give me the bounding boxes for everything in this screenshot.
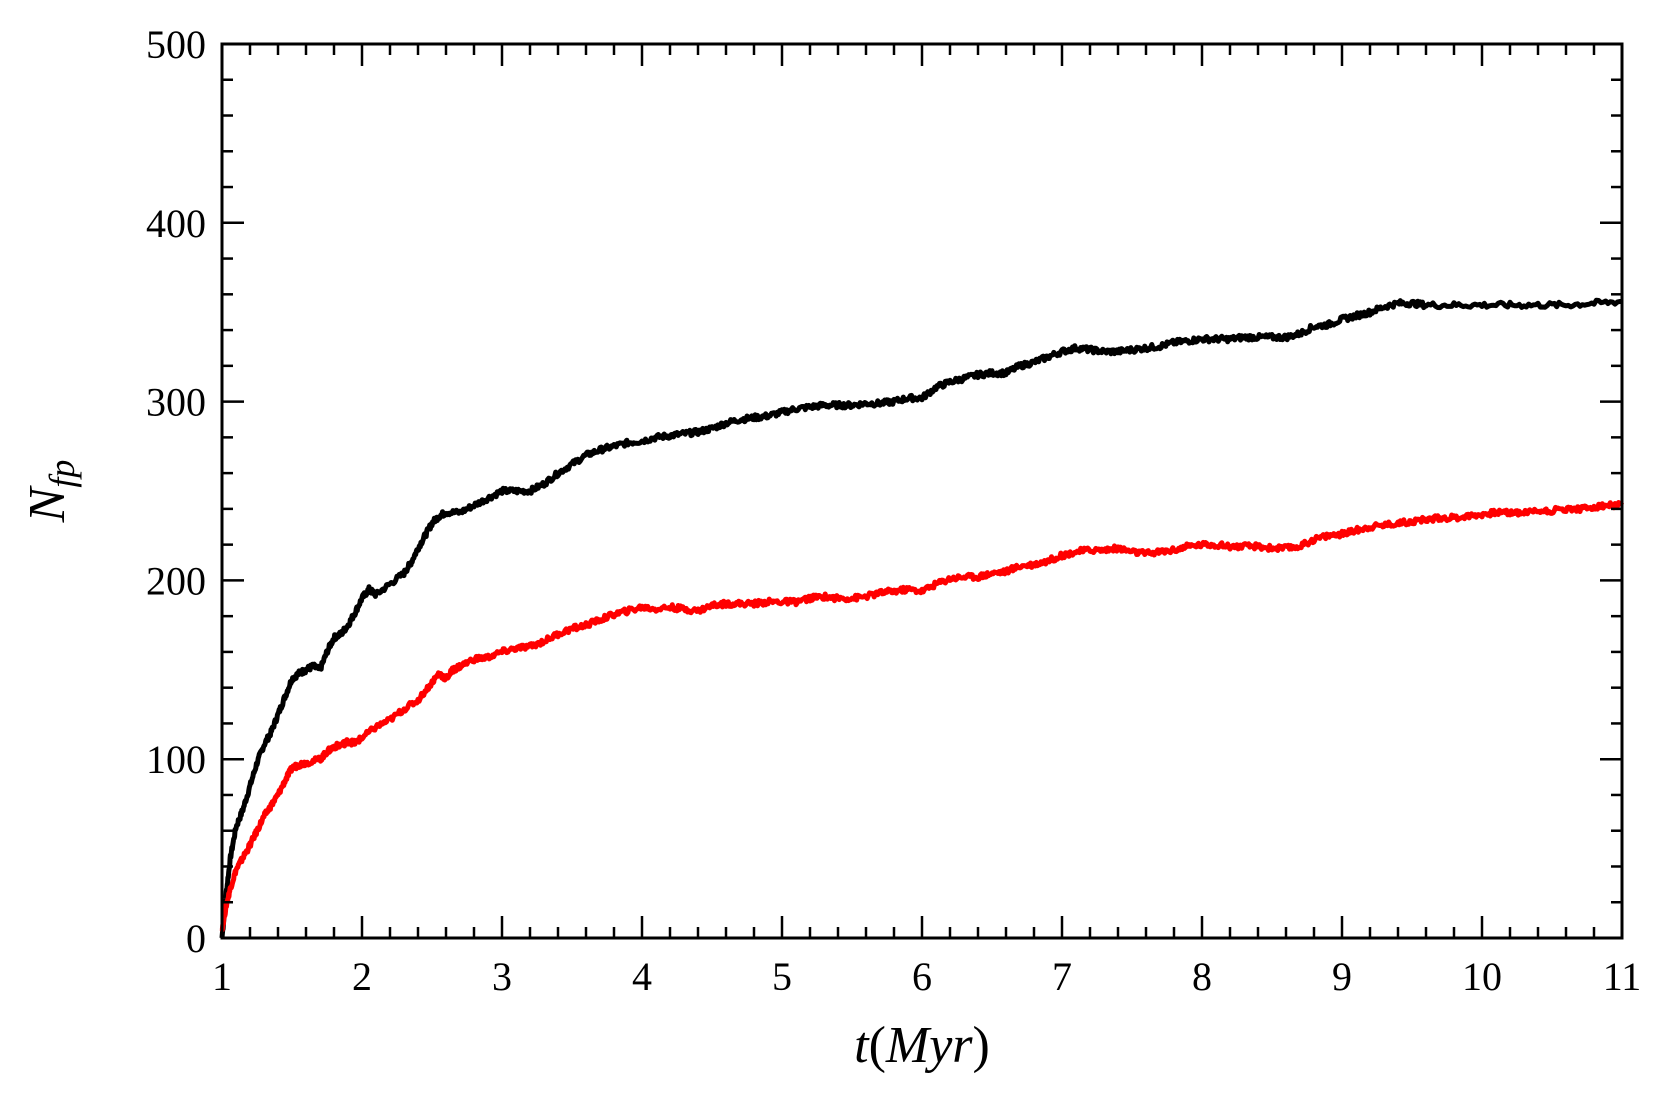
x-tick-label: 4 bbox=[632, 954, 652, 999]
y-axis-title-main: N bbox=[19, 484, 76, 523]
x-tick-label: 5 bbox=[772, 954, 792, 999]
x-axis-title-unit: Myr bbox=[885, 1017, 973, 1074]
x-tick-label: 1 bbox=[212, 954, 232, 999]
x-tick-label: 9 bbox=[1332, 954, 1352, 999]
y-tick-label: 0 bbox=[186, 916, 206, 961]
plot-frame bbox=[220, 42, 1624, 940]
x-tick-label: 6 bbox=[912, 954, 932, 999]
tick-layer bbox=[220, 42, 1624, 940]
y-tick-label: 500 bbox=[146, 22, 206, 67]
series-line-1 bbox=[219, 297, 1623, 939]
y-axis-title: Nfp bbox=[19, 460, 82, 524]
series-layer bbox=[219, 297, 1625, 939]
y-axis-title-sub: fp bbox=[42, 460, 82, 488]
x-axis-title-close-paren: ) bbox=[973, 1017, 990, 1074]
y-tick-label: 400 bbox=[146, 201, 206, 246]
x-tick-label: 8 bbox=[1192, 954, 1212, 999]
x-tick-label: 7 bbox=[1052, 954, 1072, 999]
tick-label-layer: 1 2 3 4 5 6 7 8 9 10 11 0 100 200 300 400 500 bbox=[146, 22, 1641, 999]
y-tick-label: 300 bbox=[146, 380, 206, 425]
x-axis-title-open-paren: ( bbox=[869, 1017, 886, 1074]
x-axis-title-main: t bbox=[854, 1017, 870, 1074]
x-tick-label: 10 bbox=[1462, 954, 1502, 999]
y-tick-label: 200 bbox=[146, 558, 206, 603]
x-tick-label: 2 bbox=[352, 954, 372, 999]
y-tick-label: 100 bbox=[146, 737, 206, 782]
x-tick-label: 3 bbox=[492, 954, 512, 999]
x-tick-label: 11 bbox=[1603, 954, 1642, 999]
series-line-2 bbox=[219, 500, 1625, 933]
x-axis-title: t(Myr) bbox=[854, 1017, 990, 1074]
